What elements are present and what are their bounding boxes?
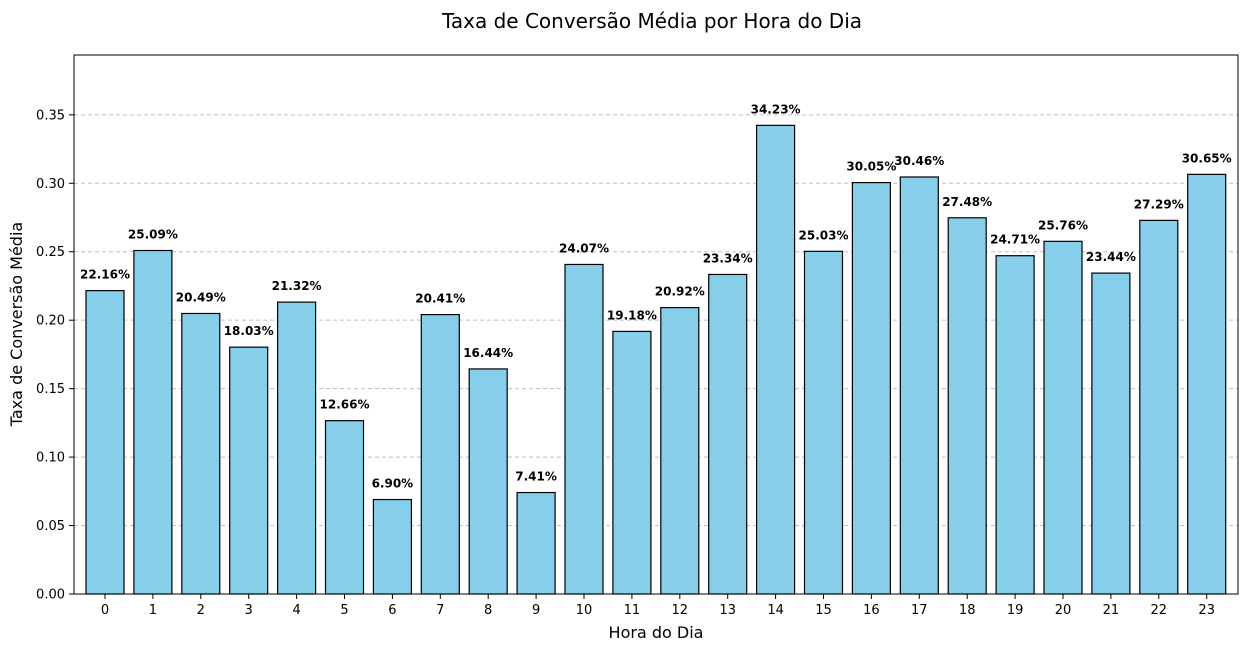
data-label-hour-13: 23.34% [703,251,753,265]
y-tick-label: 0.10 [36,451,65,466]
y-tick-label: 0.35 [36,108,65,123]
bar-hour-2 [181,312,221,595]
x-tick-label: 8 [484,603,492,618]
data-label-hour-1: 25.09% [128,228,178,242]
bar-hour-15 [803,250,844,595]
bar-hour-14 [755,124,796,595]
bar-hour-16 [851,181,892,595]
x-tick-label: 5 [340,603,348,618]
y-tick-label: 0.30 [36,177,65,192]
bar-hour-1 [133,249,173,595]
x-axis: 0 1 2 3 4 5 6 7 8 9 10 11 12 13 14 15 16 17 18 19 20 21 22 23 [101,594,1215,618]
bars-group [85,124,1227,595]
data-label-hour-14: 34.23% [751,102,801,116]
data-label-hour-3: 18.03% [224,324,274,338]
data-label-hour-11: 19.18% [607,308,657,322]
x-tick-label: 11 [624,603,641,618]
bar-hour-0 [85,290,125,595]
bar-hour-7 [420,313,460,595]
bar-hour-20 [1043,240,1083,595]
x-tick-label: 0 [101,603,109,618]
bar-hour-3 [229,346,269,595]
x-tick-label: 9 [532,603,540,618]
x-tick-label: 16 [863,603,880,618]
plot-frame [73,54,1239,595]
x-tick-label: 15 [815,603,832,618]
data-label-hour-4: 21.32% [272,279,322,293]
data-label-hour-5: 12.66% [320,398,370,412]
x-tick-label: 10 [576,603,593,618]
x-tick-label: 14 [767,603,784,618]
data-label-hour-2: 20.49% [176,290,226,304]
x-tick-label: 18 [959,603,976,618]
bar-hour-9 [516,491,556,595]
y-tick-label: 0.20 [36,314,65,329]
x-tick-label: 12 [672,603,689,618]
x-axis-label: Hora do Dia [609,623,704,642]
bar-hour-12 [660,306,700,595]
x-tick-label: 17 [911,603,928,618]
x-tick-label: 1 [149,603,157,618]
bar-hour-19 [995,255,1035,595]
data-label-hour-6: 6.90% [372,477,414,491]
x-tick-label: 19 [1007,603,1024,618]
bar-hour-17 [899,176,939,595]
data-label-hour-0: 22.16% [80,268,130,282]
data-label-hour-9: 7.41% [515,470,557,484]
bar-hour-23 [1187,173,1227,595]
x-tick-label: 3 [245,603,253,618]
x-tick-label: 4 [292,603,300,618]
x-tick-label: 23 [1198,603,1215,618]
bar-hour-6 [372,498,412,595]
bar-hour-18 [947,217,987,595]
data-label-hour-22: 27.29% [1134,197,1184,211]
bar-hour-21 [1091,272,1131,595]
x-tick-label: 13 [719,603,736,618]
bar-hour-8 [468,368,508,595]
y-axis-label: Taxa de Conversão Média [7,222,26,427]
y-tick-label: 0.15 [36,382,65,397]
y-axis: 0.00 0.05 0.10 0.15 0.20 0.25 0.30 0.35 [36,108,74,603]
x-tick-label: 20 [1055,603,1072,618]
x-tick-label: 2 [197,603,205,618]
data-label-hour-20: 25.76% [1038,218,1088,232]
bar-hour-22 [1139,219,1179,595]
data-label-hour-17: 30.46% [894,154,944,168]
data-label-hour-7: 20.41% [415,292,465,306]
data-labels-group: 22.16% 25.09% 20.49% 18.03% 21.32% 12.66% 6.90… [80,102,1232,490]
x-tick-label: 21 [1103,603,1120,618]
y-tick-label: 0.05 [36,519,65,534]
chart-title: Taxa de Conversão Média por Hora do Dia [441,9,862,33]
bar-hour-5 [324,420,365,595]
bar-hour-13 [708,273,748,595]
data-label-hour-23: 30.65% [1182,151,1232,165]
data-label-hour-10: 24.07% [559,241,609,255]
data-label-hour-18: 27.48% [942,195,992,209]
y-tick-label: 0.25 [36,245,65,260]
x-tick-label: 22 [1151,603,1168,618]
bar-hour-4 [277,301,317,595]
data-label-hour-16: 30.05% [846,160,896,174]
data-label-hour-15: 25.03% [799,228,849,242]
x-tick-label: 7 [436,603,444,618]
data-label-hour-19: 24.71% [990,233,1040,247]
x-tick-label: 6 [388,603,396,618]
bar-hour-10 [564,263,604,595]
data-label-hour-12: 20.92% [655,285,705,299]
data-label-hour-8: 16.44% [463,346,513,360]
y-tick-label: 0.00 [36,588,65,603]
bar-hour-11 [612,330,652,595]
data-label-hour-21: 23.44% [1086,250,1136,264]
